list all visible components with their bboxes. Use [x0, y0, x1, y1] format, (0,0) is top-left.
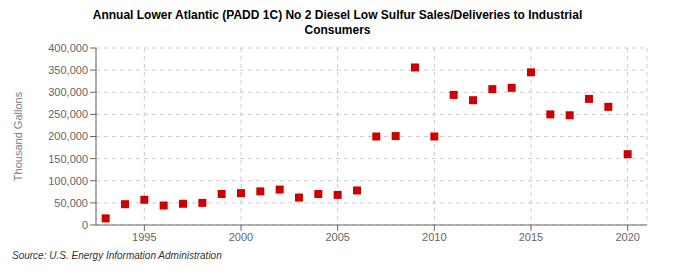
svg-text:Thousand Gallons: Thousand Gallons — [12, 91, 24, 181]
html-text:Annual Lower Atlantic (PADD 1C: Annual Lower Atlantic (PADD 1C) No 2 Die… — [92, 8, 583, 22]
svg-text:200,000: 200,000 — [48, 130, 88, 142]
html-text:Consumers: Consumers — [304, 23, 371, 37]
svg-text:50,000: 50,000 — [54, 197, 88, 209]
svg-text:300,000: 300,000 — [48, 86, 88, 98]
svg-text:1995: 1995 — [132, 231, 156, 243]
svg-text:0: 0 — [82, 219, 88, 231]
svg-text:150,000: 150,000 — [48, 153, 88, 165]
svg-text:2005: 2005 — [325, 231, 349, 243]
svg-text:350,000: 350,000 — [48, 64, 88, 76]
svg-text:2010: 2010 — [422, 231, 446, 243]
svg-text:100,000: 100,000 — [48, 175, 88, 187]
svg-text:2000: 2000 — [229, 231, 253, 243]
svg-text:250,000: 250,000 — [48, 108, 88, 120]
html-text:Source: U.S. Energy Informatio: Source: U.S. Energy Information Administ… — [12, 250, 222, 261]
svg-text:2020: 2020 — [615, 231, 639, 243]
svg-text:2015: 2015 — [519, 231, 543, 243]
svg-text:400,000: 400,000 — [48, 42, 88, 54]
